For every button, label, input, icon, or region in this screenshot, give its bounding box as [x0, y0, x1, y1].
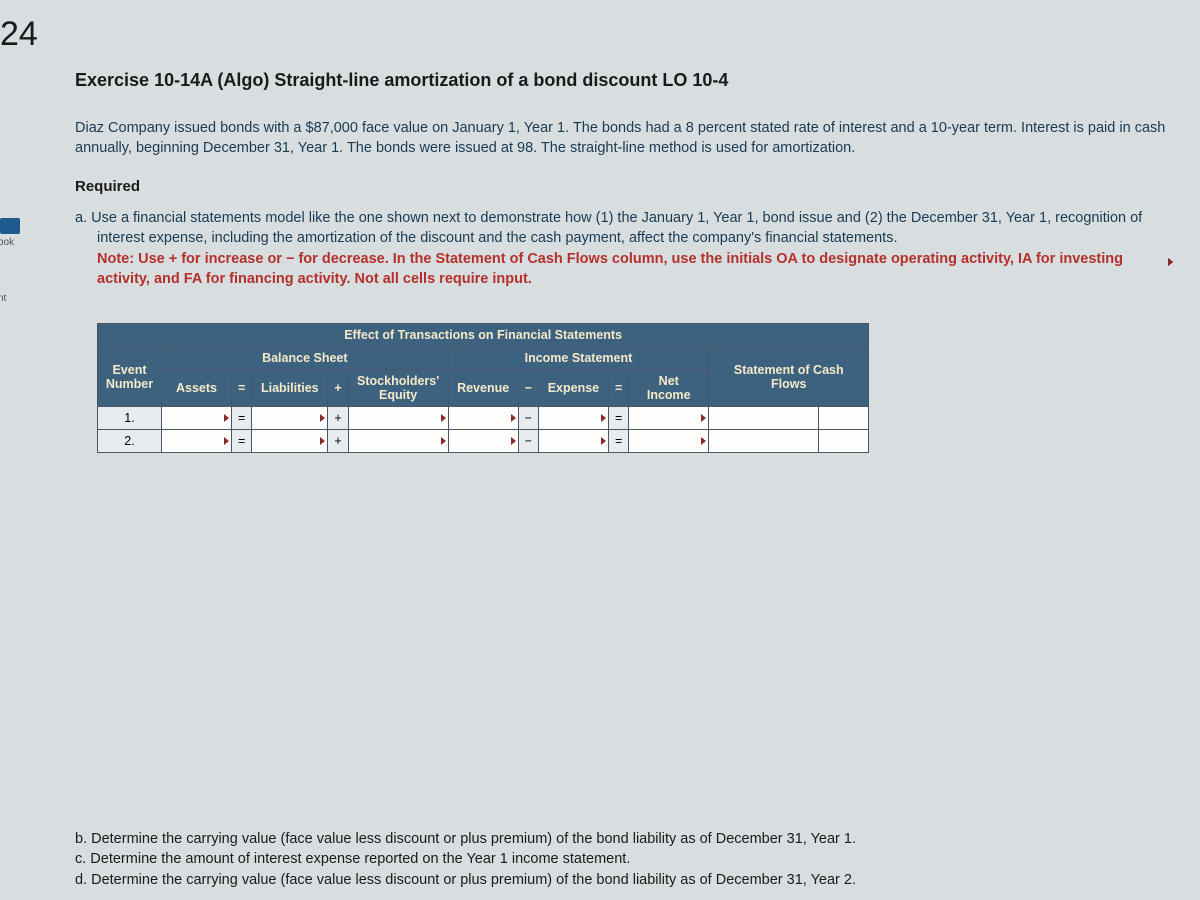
dropdown-icon	[224, 414, 229, 422]
requirement-a: a. Use a financial statements model like…	[75, 209, 1175, 248]
ebook-label: ook	[0, 237, 14, 248]
content-area: Exercise 10-14A (Algo) Straight-line amo…	[75, 70, 1175, 453]
requirement-note: Note: Use + for increase or − for decrea…	[75, 250, 1175, 289]
req-a-prefix: a.	[75, 210, 91, 226]
row1-se-input[interactable]	[348, 407, 448, 430]
col-stockholders-equity: Stockholders' Equity	[348, 370, 448, 407]
row1-liab-input[interactable]	[252, 407, 328, 430]
row2-assets-input[interactable]	[162, 430, 232, 453]
dropdown-icon	[701, 414, 706, 422]
dropdown-icon	[1168, 258, 1173, 266]
row2-minus: −	[518, 430, 538, 453]
dropdown-icon	[320, 437, 325, 445]
ebook-icon[interactable]	[0, 218, 20, 234]
row1-plus: +	[328, 407, 348, 430]
dropdown-icon	[441, 437, 446, 445]
row2-eq1: =	[232, 430, 252, 453]
col-expense: Expense	[538, 370, 608, 407]
col-event-number: Event Number	[98, 347, 162, 407]
row2-num: 2.	[98, 430, 162, 453]
row2-liab-input[interactable]	[252, 430, 328, 453]
row2-cf-type-input[interactable]	[819, 430, 869, 453]
col-cash-flows: Statement of Cash Flows	[709, 347, 869, 407]
row1-ni-input[interactable]	[629, 407, 709, 430]
col-eq2: =	[608, 370, 628, 407]
row1-eq1: =	[232, 407, 252, 430]
row1-exp-input[interactable]	[538, 407, 608, 430]
row1-assets-input[interactable]	[162, 407, 232, 430]
intro-paragraph: Diaz Company issued bonds with a $87,000…	[75, 119, 1175, 158]
col-group-income-statement: Income Statement	[448, 347, 709, 370]
row1-eq2: =	[608, 407, 628, 430]
financial-statements-table: Effect of Transactions on Financial Stat…	[97, 323, 869, 453]
dropdown-icon	[320, 414, 325, 422]
row2-rev-input[interactable]	[448, 430, 518, 453]
requirement-b: b. Determine the carrying value (face va…	[75, 829, 1175, 849]
col-group-balance-sheet: Balance Sheet	[162, 347, 449, 370]
exercise-title: Exercise 10-14A (Algo) Straight-line amo…	[75, 70, 1175, 91]
note-text: Use + for increase or − for decrease. In…	[97, 251, 1123, 287]
note-prefix: Note:	[97, 251, 138, 267]
row2-plus: +	[328, 430, 348, 453]
col-revenue: Revenue	[448, 370, 518, 407]
row1-cf-type-input[interactable]	[819, 407, 869, 430]
hint-label: nt	[0, 293, 6, 304]
col-plus1: +	[328, 370, 348, 407]
row2-exp-input[interactable]	[538, 430, 608, 453]
col-net-income: Net Income	[629, 370, 709, 407]
table-main-title: Effect of Transactions on Financial Stat…	[98, 324, 869, 347]
left-rail: 24 ook nt	[0, 0, 40, 900]
row2-cf-amount-input[interactable]	[709, 430, 819, 453]
table-row: 1. = + − =	[98, 407, 869, 430]
fs-table-wrap: Effect of Transactions on Financial Stat…	[97, 323, 1175, 453]
row1-rev-input[interactable]	[448, 407, 518, 430]
row1-num: 1.	[98, 407, 162, 430]
row2-se-input[interactable]	[348, 430, 448, 453]
requirement-d: d. Determine the carrying value (face va…	[75, 870, 1175, 890]
req-a-text: Use a financial statements model like th…	[91, 210, 1142, 246]
question-number: 24	[0, 15, 38, 54]
row1-cf-amount-input[interactable]	[709, 407, 819, 430]
col-eq1: =	[232, 370, 252, 407]
row2-ni-input[interactable]	[629, 430, 709, 453]
col-minus: −	[518, 370, 538, 407]
dropdown-icon	[601, 437, 606, 445]
row1-minus: −	[518, 407, 538, 430]
table-row: 2. = + − =	[98, 430, 869, 453]
dropdown-icon	[441, 414, 446, 422]
bottom-requirements: b. Determine the carrying value (face va…	[75, 829, 1175, 890]
row2-eq2: =	[608, 430, 628, 453]
dropdown-icon	[511, 437, 516, 445]
dropdown-icon	[601, 414, 606, 422]
dropdown-icon	[511, 414, 516, 422]
required-heading: Required	[75, 178, 1175, 195]
requirement-c: c. Determine the amount of interest expe…	[75, 849, 1175, 869]
dropdown-icon	[224, 437, 229, 445]
col-assets: Assets	[162, 370, 232, 407]
col-liabilities: Liabilities	[252, 370, 328, 407]
dropdown-icon	[701, 437, 706, 445]
